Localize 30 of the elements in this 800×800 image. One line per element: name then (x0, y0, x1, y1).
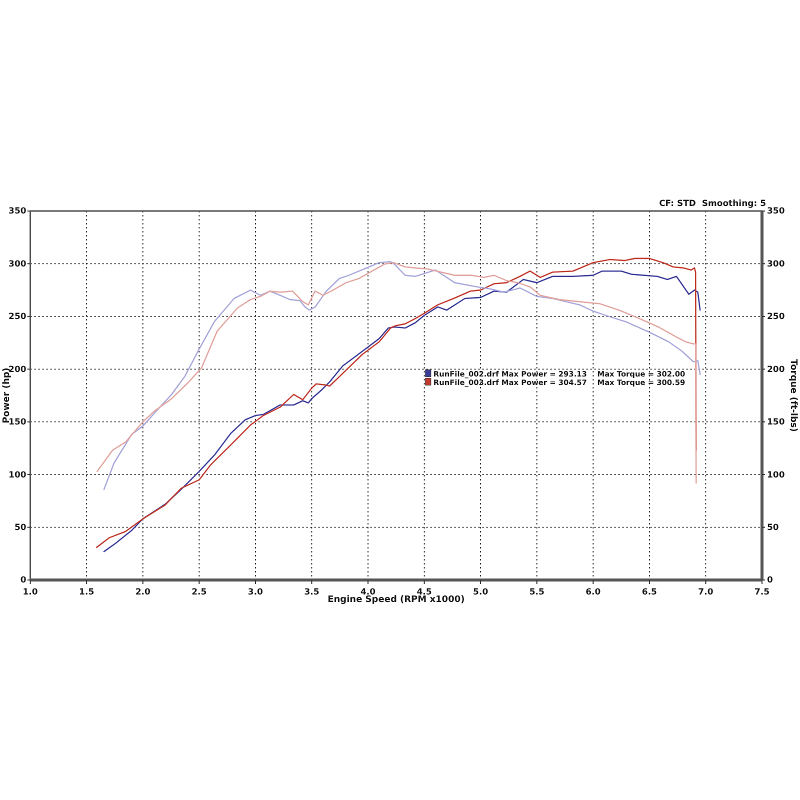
x-tick-label: 2.5 (192, 588, 207, 598)
x-tick-label: 5.0 (473, 588, 488, 598)
y-tick-label: 150 (8, 418, 26, 428)
x-tick-label: 7.5 (754, 588, 770, 598)
y-tick-label: 250 (8, 312, 26, 322)
x-tick-label: 2.0 (135, 588, 150, 598)
y-tick-label: 300 (8, 259, 26, 270)
y2-tick-label: 350 (767, 206, 785, 217)
y-tick-label: 200 (8, 364, 26, 375)
x-tick-label: 7.0 (698, 588, 714, 598)
y2-tick-label: 0 (767, 576, 773, 586)
y2-tick-label: 250 (767, 312, 785, 322)
y-tick-label: 350 (8, 206, 26, 217)
y2-axis-title: Torque (ft-lbs) (788, 359, 798, 432)
x-tick-label: 3.0 (248, 588, 264, 598)
y2-tick-label: 300 (767, 259, 785, 270)
x-tick-label: 6.5 (642, 588, 658, 598)
x-tick-label: 3.5 (304, 588, 320, 598)
y-tick-label: 0 (20, 576, 26, 586)
y2-tick-label: 200 (767, 364, 785, 375)
x-tick-label: 1.0 (22, 588, 38, 598)
y-tick-label: 100 (8, 470, 26, 480)
x-tick-label: 1.5 (79, 588, 94, 598)
y-tick-label: 50 (14, 523, 26, 534)
x-tick-label: 5.5 (529, 588, 544, 598)
text: CF: STD Smoothing: 5 (659, 199, 766, 209)
y2-tick-label: 150 (767, 418, 785, 428)
y2-tick-label: 50 (767, 523, 779, 534)
y2-tick-label: 100 (767, 470, 785, 480)
x-tick-label: 6.0 (586, 588, 601, 598)
